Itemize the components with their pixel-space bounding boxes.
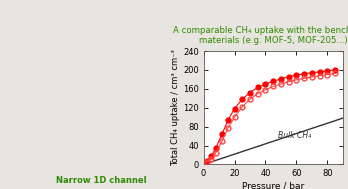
Text: Bulk CH₄: Bulk CH₄ [278, 131, 311, 140]
X-axis label: Pressure / bar: Pressure / bar [242, 181, 304, 189]
Text: A comparable CH₄ uptake with the benchmark
materials (e.g. MOF-5, MOF-205...): A comparable CH₄ uptake with the benchma… [173, 26, 348, 45]
Y-axis label: Total CH₄ uptake / cm³ cm⁻³: Total CH₄ uptake / cm³ cm⁻³ [171, 49, 180, 166]
Text: Narrow 1D channel: Narrow 1D channel [56, 176, 147, 185]
